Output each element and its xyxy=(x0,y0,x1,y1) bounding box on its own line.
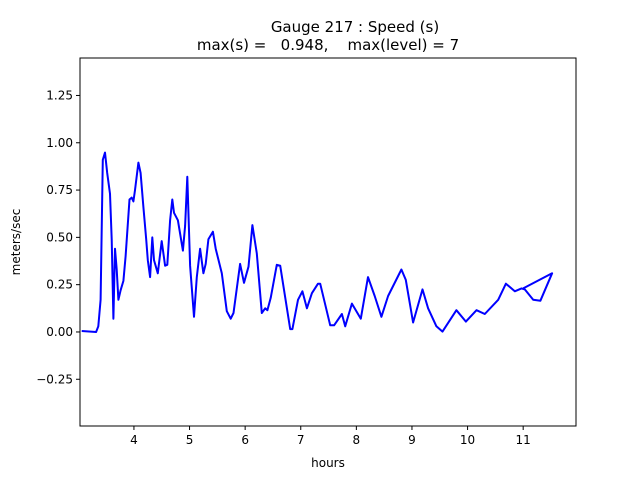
x-tick-label: 5 xyxy=(186,433,194,447)
axes-frame xyxy=(79,57,577,427)
x-tick-label: 6 xyxy=(241,433,249,447)
y-tick-label: 0.75 xyxy=(46,183,73,197)
plot-area xyxy=(81,151,554,333)
y-tick-label: 0.25 xyxy=(46,278,73,292)
x-ticks: 4 5 6 7 8 9 10 11 xyxy=(130,426,531,447)
chart-subtitle: max(s) = 0.948, max(level) = 7 xyxy=(197,36,459,54)
x-tick-label: 7 xyxy=(297,433,305,447)
x-tick-label: 11 xyxy=(516,433,531,447)
y-tick-label: 1.25 xyxy=(46,88,73,102)
y-tick-label: 0.00 xyxy=(46,325,73,339)
x-axis-label: hours xyxy=(311,456,345,470)
y-tick-label: 1.00 xyxy=(46,136,73,150)
x-tick-label: 8 xyxy=(353,433,361,447)
speed-series-line xyxy=(81,151,554,333)
y-axis-label: meters/sec xyxy=(9,209,23,276)
x-tick-label: 4 xyxy=(130,433,138,447)
y-ticks: −0.25 0.00 0.25 0.50 0.75 1.00 1.25 xyxy=(36,88,80,386)
y-tick-label: 0.50 xyxy=(46,230,73,244)
y-tick-label: −0.25 xyxy=(36,372,73,386)
chart-title: Gauge 217 : Speed (s) xyxy=(271,18,439,36)
x-tick-label: 9 xyxy=(408,433,416,447)
x-tick-label: 10 xyxy=(460,433,475,447)
